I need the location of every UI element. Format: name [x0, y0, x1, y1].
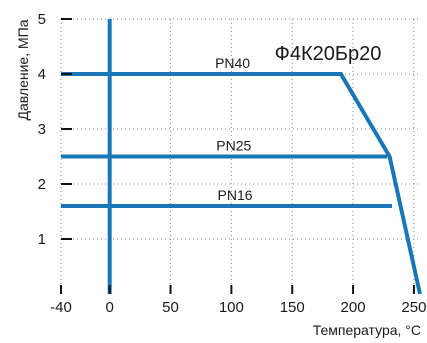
x-tick-label: 100: [219, 299, 244, 316]
y-tick-label: 4: [38, 66, 46, 83]
series-lines: [61, 19, 422, 295]
x-axis-label: Температура, °C: [313, 322, 421, 338]
axis-ticks: [60, 18, 415, 294]
y-axis-label: Давление, МПа: [15, 19, 31, 120]
series-label-pn16: PN16: [218, 187, 253, 203]
y-tick-label: 5: [38, 11, 46, 28]
y-tick-label: 3: [38, 121, 46, 138]
series-label-pn25: PN25: [216, 138, 251, 154]
series-line-pn40: [61, 72, 422, 295]
x-tick-label: 250: [401, 299, 426, 316]
y-tick-label: 1: [38, 231, 46, 248]
x-tick-label: 50: [162, 299, 179, 316]
series-label-pn40: PN40: [215, 55, 250, 71]
x-tick-label: -40: [50, 299, 72, 316]
labels: PN40 PN25 PN16 1 2 3 4 5 -40 0 50 100 150 200 250: [38, 11, 427, 316]
chart-title: Ф4К20Бр20: [275, 43, 382, 65]
x-tick-label: 200: [341, 299, 366, 316]
x-tick-label: 0: [106, 299, 114, 316]
y-tick-label: 2: [38, 176, 46, 193]
x-tick-label: 150: [280, 299, 305, 316]
